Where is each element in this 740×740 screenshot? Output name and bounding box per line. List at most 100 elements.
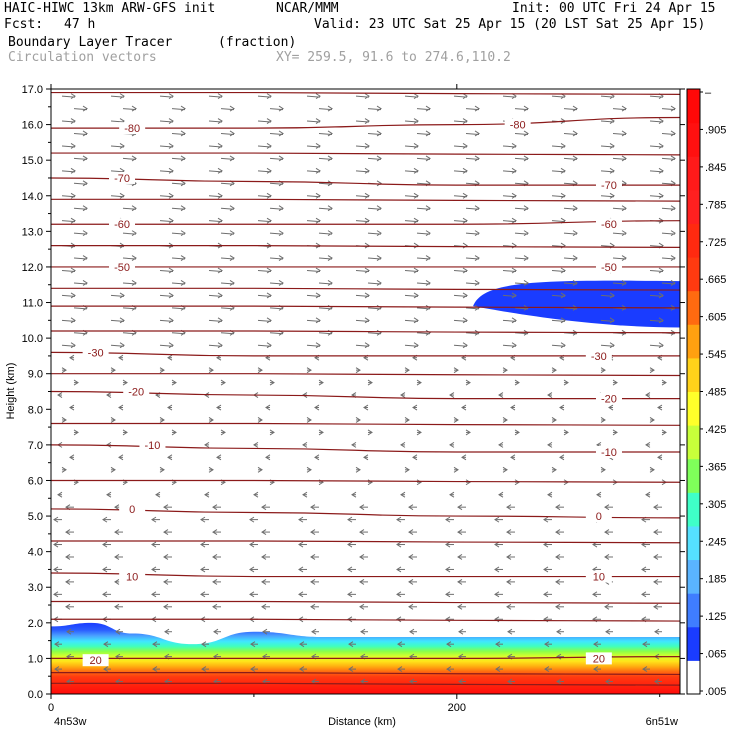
colorbar-label: .605 bbox=[705, 312, 726, 324]
wind-vector-head bbox=[70, 192, 76, 199]
wind-vector-head bbox=[523, 255, 529, 261]
wind-vector-head bbox=[119, 292, 125, 299]
wind-vector-head bbox=[131, 280, 137, 286]
wind-vector-head bbox=[511, 292, 517, 299]
contour-label: -20 bbox=[128, 387, 144, 399]
wind-vector-head bbox=[257, 417, 263, 423]
wind-vector-head bbox=[229, 205, 235, 212]
wind-vector-head bbox=[670, 205, 676, 212]
wind-vector-head bbox=[278, 255, 284, 261]
wind-vector-head bbox=[180, 280, 186, 286]
wind-vector-head bbox=[543, 516, 549, 523]
wind-vector-head bbox=[658, 118, 664, 124]
wind-vector-head bbox=[544, 666, 550, 673]
wind-vector-head bbox=[151, 566, 157, 573]
wind-vector-head bbox=[327, 180, 333, 187]
wind-vector-head bbox=[212, 529, 218, 535]
wind-vector-head bbox=[506, 603, 512, 610]
wind-vector-head bbox=[400, 491, 406, 498]
wind-vector-head bbox=[118, 354, 124, 361]
contour-label-bg bbox=[139, 438, 166, 451]
wind-vector-head bbox=[413, 217, 419, 224]
wind-vector-head bbox=[413, 292, 419, 299]
contour-label-bg bbox=[119, 122, 146, 135]
wind-vector-head bbox=[506, 529, 512, 535]
wind-vector-head bbox=[609, 317, 615, 324]
colorbar-swatch bbox=[687, 525, 700, 561]
wind-vector-head bbox=[462, 267, 468, 274]
axes: 0.0 1.0 2.0 3.0 4.0 5.0 6.0 7.0 8.0 9.0 10.0 11.0 12… bbox=[22, 84, 685, 714]
contour-label-bg bbox=[595, 218, 622, 231]
wind-vector-head bbox=[278, 280, 284, 286]
y-tick-label: 5.0 bbox=[28, 511, 43, 523]
wind-vector-head bbox=[152, 666, 158, 673]
contour-label: 20 bbox=[593, 653, 605, 665]
contour-label-bg bbox=[585, 349, 612, 362]
wind-vector-head bbox=[544, 641, 550, 648]
wind-vector-head bbox=[523, 230, 529, 237]
wind-vector-head bbox=[376, 255, 382, 261]
wind-vector-head bbox=[494, 541, 500, 548]
wind-vector-head bbox=[266, 93, 272, 100]
wind-vector-head bbox=[70, 342, 76, 349]
wind-vector-head bbox=[115, 628, 121, 635]
wind-vector-head bbox=[376, 130, 382, 137]
wind-vector-head bbox=[416, 429, 422, 436]
wind-vector-head bbox=[462, 317, 468, 324]
wind-vector-head bbox=[654, 678, 660, 685]
valid-time: Valid: 23 UTC Sat 25 Apr 15 (20 LST Sat … bbox=[314, 17, 706, 32]
wind-vector-head bbox=[511, 143, 517, 149]
contour-label: -60 bbox=[114, 219, 130, 231]
contour-label: -30 bbox=[88, 347, 104, 359]
wind-vector-head bbox=[82, 255, 88, 261]
wind-vector-head bbox=[310, 578, 316, 585]
wind-vector-head bbox=[670, 155, 676, 162]
wind-vector-head bbox=[511, 167, 517, 174]
contour-label: 0 bbox=[596, 511, 602, 523]
wind-vector-head bbox=[462, 93, 468, 100]
wind-vector-head bbox=[396, 541, 402, 548]
wind-vector-head bbox=[220, 429, 226, 436]
wind-vector-head bbox=[514, 429, 520, 436]
wind-vector-head bbox=[604, 504, 610, 511]
wind-vector-head bbox=[556, 628, 562, 635]
wind-vector-head bbox=[347, 566, 353, 573]
wind-vector-head bbox=[262, 628, 268, 635]
wind-vector-head bbox=[351, 491, 357, 498]
wind-vector-head bbox=[474, 280, 480, 286]
wind-vector-head bbox=[70, 292, 76, 299]
wind-vector-head bbox=[609, 192, 615, 199]
y-tick-label: 8.0 bbox=[28, 404, 43, 416]
wind-vector-head bbox=[200, 591, 206, 598]
wind-vector-head bbox=[396, 566, 402, 573]
wind-vector-head bbox=[658, 292, 664, 299]
wind-vector-head bbox=[462, 143, 468, 149]
wind-vector-head bbox=[523, 280, 529, 286]
wind-vector-head bbox=[511, 342, 517, 349]
colorbar-label: .725 bbox=[705, 237, 726, 249]
wind-vector-head bbox=[413, 317, 419, 324]
wind-vector-head bbox=[306, 417, 312, 423]
colorbar-swatch bbox=[687, 357, 700, 392]
wind-vector-head bbox=[348, 641, 354, 648]
wind-vector-head bbox=[376, 230, 382, 237]
wind-vector-head bbox=[404, 367, 410, 374]
y-tick-label: 4.0 bbox=[28, 547, 43, 559]
contour-label-bg bbox=[109, 260, 136, 273]
wind-vector-head bbox=[560, 342, 566, 349]
wind-vector-head bbox=[278, 230, 284, 237]
wind-vector-head bbox=[151, 541, 157, 548]
wind-vector-head bbox=[654, 628, 660, 635]
contour-label-bg bbox=[504, 118, 531, 131]
wind-vector-head bbox=[560, 292, 566, 299]
wind-vector-head bbox=[315, 342, 321, 349]
wind-vector-head bbox=[159, 417, 165, 423]
wind-vector-head bbox=[661, 429, 667, 436]
contour-label-bg bbox=[119, 502, 146, 515]
wind-vector-head bbox=[412, 404, 418, 411]
wind-vector-head bbox=[82, 105, 88, 112]
wind-vector-head bbox=[250, 641, 256, 648]
wind-vector-head bbox=[462, 242, 468, 249]
colorbar-label: .365 bbox=[705, 461, 726, 473]
contour-label: 10 bbox=[593, 572, 605, 584]
